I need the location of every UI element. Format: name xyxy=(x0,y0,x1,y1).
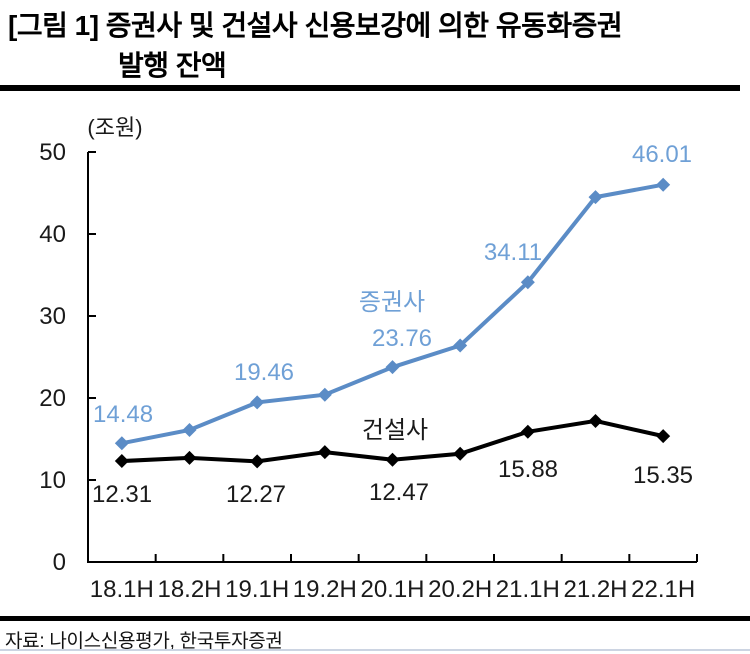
y-tick-label: 0 xyxy=(53,549,66,576)
x-tick-label: 18.1H xyxy=(90,576,154,603)
page-bottom-line xyxy=(0,649,750,651)
x-tick-label: 18.2H xyxy=(157,576,221,603)
data-point-marker-construction-firms xyxy=(656,429,671,444)
x-tick-label: 21.1H xyxy=(496,576,560,603)
data-point-marker-securities-firms xyxy=(182,422,197,437)
data-point-marker-construction-firms xyxy=(453,446,468,461)
figure-title-line1: [그림 1] 증권사 및 건설사 신용보강에 의한 유동화증권 xyxy=(8,10,623,41)
data-label-construction-firms: 12.27 xyxy=(226,481,286,508)
figure-title-line2: 발행 잔액 xyxy=(118,50,227,81)
footer-divider-rule xyxy=(0,616,750,621)
data-point-marker-securities-firms xyxy=(656,177,671,192)
y-tick-label: 20 xyxy=(39,385,66,412)
data-point-marker-securities-firms xyxy=(250,395,265,410)
x-tick-label: 19.2H xyxy=(293,576,357,603)
data-label-securities-firms: 23.76 xyxy=(372,325,432,352)
data-label-construction-firms: 15.88 xyxy=(498,456,558,483)
x-tick-label: 22.1H xyxy=(631,576,695,603)
data-point-marker-securities-firms xyxy=(317,387,332,402)
data-point-marker-construction-firms xyxy=(250,454,265,469)
y-tick-label: 10 xyxy=(39,467,66,494)
data-label-construction-firms: 15.35 xyxy=(633,462,693,489)
data-point-marker-construction-firms xyxy=(385,452,400,467)
data-point-marker-securities-firms xyxy=(114,436,129,451)
data-label-securities-firms: 19.46 xyxy=(234,359,294,386)
y-tick-label: 50 xyxy=(39,139,66,166)
data-label-construction-firms: 12.31 xyxy=(92,481,152,508)
data-label-securities-firms: 14.48 xyxy=(93,401,153,428)
data-point-marker-securities-firms xyxy=(520,275,535,290)
y-tick-label: 30 xyxy=(39,303,66,330)
data-label-construction-firms: 12.47 xyxy=(369,479,429,506)
data-point-marker-securities-firms xyxy=(385,360,400,375)
data-point-marker-construction-firms xyxy=(114,454,129,469)
data-label-securities-firms: 34.11 xyxy=(484,239,542,266)
x-tick-label: 19.1H xyxy=(225,576,289,603)
data-point-marker-construction-firms xyxy=(520,424,535,439)
data-point-marker-construction-firms xyxy=(588,413,603,428)
figure-title: [그림 1] 증권사 및 건설사 신용보강에 의한 유동화증권 발행 잔액 xyxy=(8,6,742,86)
data-point-marker-securities-firms xyxy=(453,338,468,353)
data-point-marker-securities-firms xyxy=(588,190,603,205)
data-point-marker-construction-firms xyxy=(182,450,197,465)
x-tick-label: 20.1H xyxy=(360,576,424,603)
y-axis-unit-label: (조원) xyxy=(87,115,142,140)
y-tick-label: 40 xyxy=(39,221,66,248)
line-chart: 0 10 20 30 40 50 (조원) 18.1H 18.2H 19.1H 19.2H 20.1H… xyxy=(39,115,698,603)
series-name-label-securities-firms: 증권사 xyxy=(359,289,425,316)
title-divider-rule xyxy=(0,85,740,91)
source-note: 자료: 나이스신용평가, 한국투자증권 xyxy=(5,631,283,652)
x-tick-label: 20.2H xyxy=(428,576,492,603)
data-point-marker-construction-firms xyxy=(317,445,332,460)
x-tick-label: 21.2H xyxy=(563,576,627,603)
series-name-label-construction-firms: 건설사 xyxy=(362,417,428,444)
data-label-securities-firms: 46.01 xyxy=(632,141,692,168)
